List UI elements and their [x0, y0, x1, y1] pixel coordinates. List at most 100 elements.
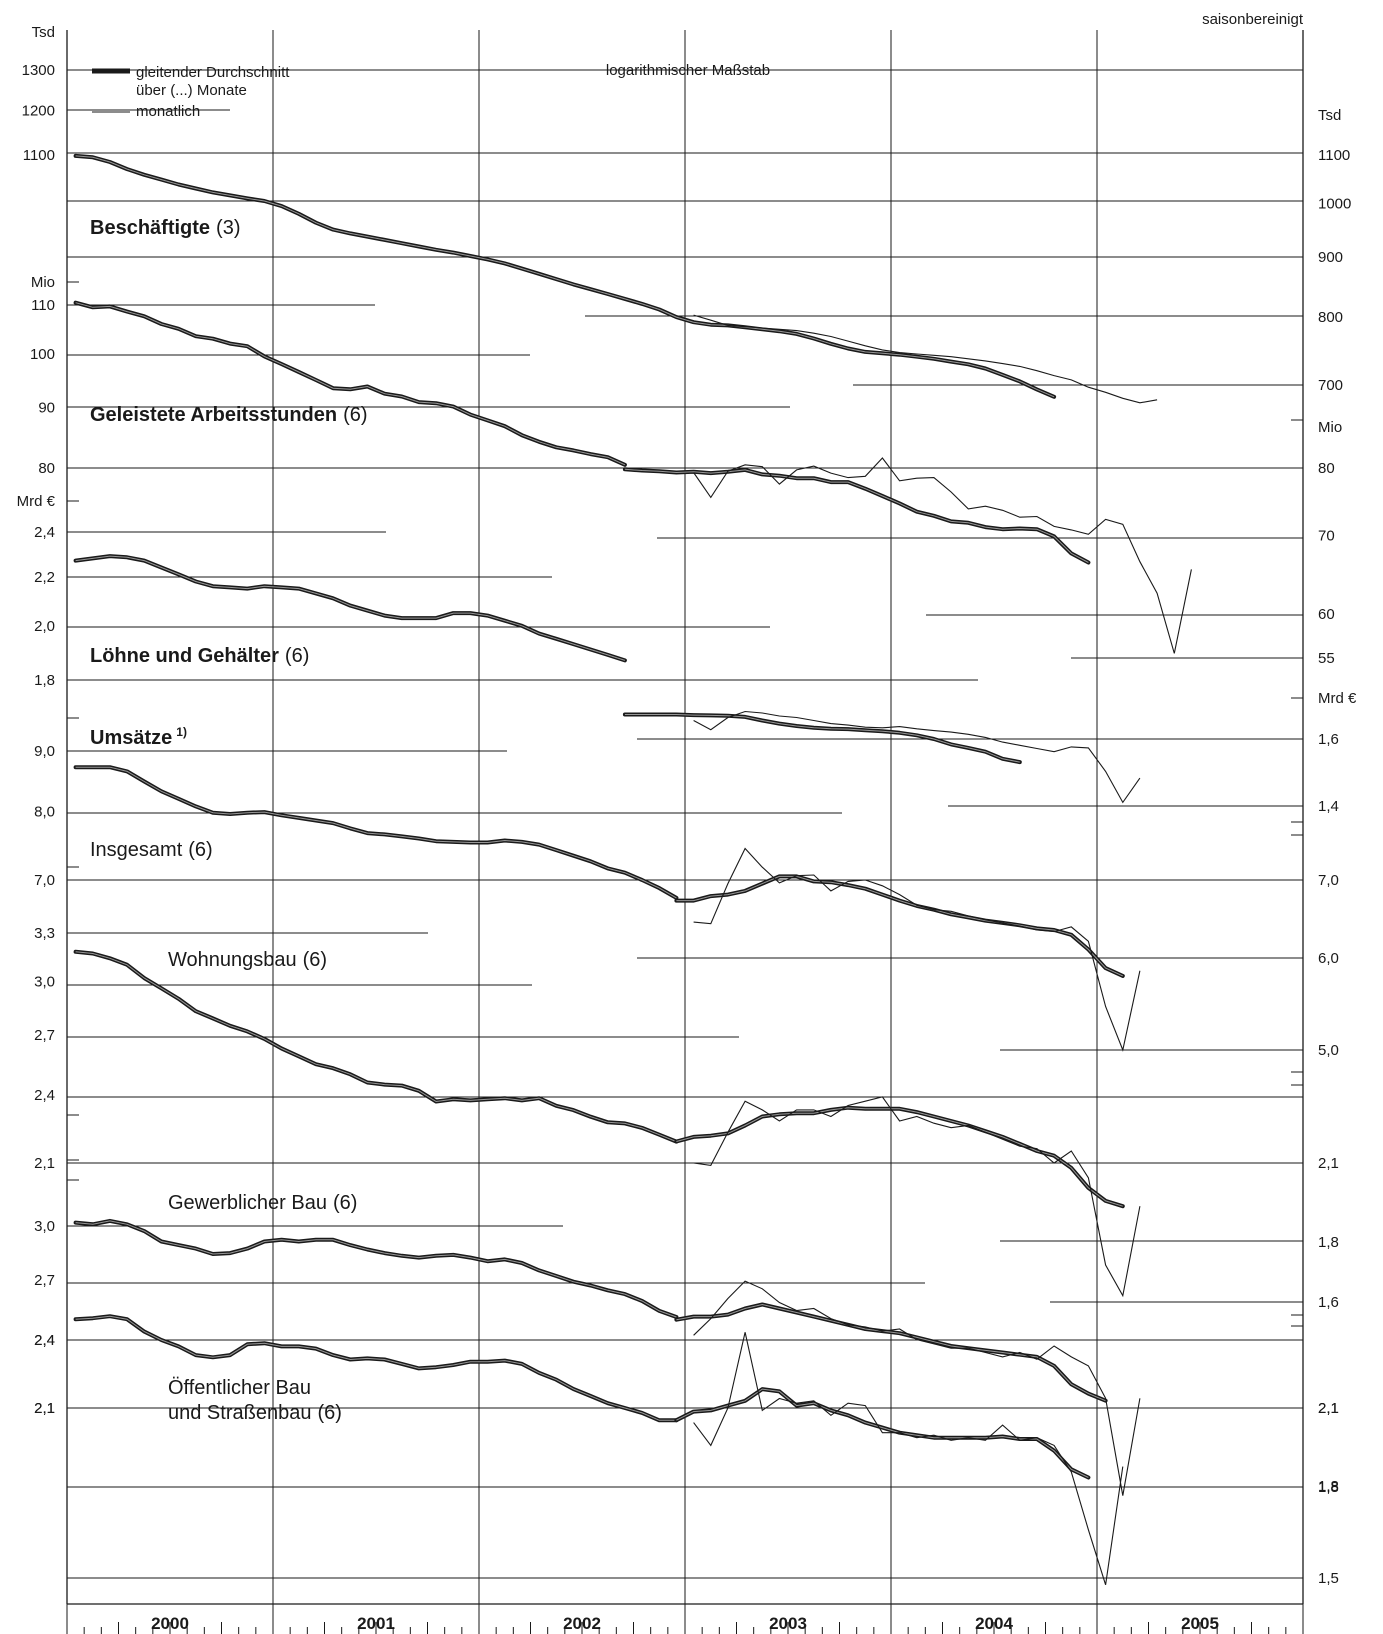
right-tick-label: 70: [1318, 528, 1335, 545]
moving-average-highlight-5: [676, 1107, 1123, 1207]
right-tick-label: 1,6: [1318, 731, 1339, 748]
unit-label: Mrd €: [17, 493, 56, 510]
series-titles: Beschäftigte (3) Geleistete Arbeitsstunde…: [90, 217, 368, 1424]
left-tick-label: 3,3: [34, 925, 55, 942]
moving-average-line-1: [622, 467, 1091, 565]
title-total: Insgesamt (6): [90, 839, 213, 861]
left-tick-label: 2,1: [34, 1155, 55, 1172]
title-commercial: Gewerblicher Bau (6): [168, 1192, 357, 1214]
title-employees: Beschäftigte (3): [90, 217, 240, 239]
unit-label: Mio: [1318, 419, 1342, 436]
title-public-2: und Straßenbau (6): [168, 1402, 342, 1424]
moving-average-line-6: [73, 1218, 679, 1319]
moving-average-line-4: [73, 765, 679, 900]
left-tick-label: 3,0: [34, 974, 55, 991]
right-tick-label: 80: [1318, 460, 1335, 477]
left-tick-label: 2,0: [34, 618, 55, 635]
right-tick-label: 700: [1318, 377, 1343, 394]
legend: gleitender Durchschnitt über (...) Monat…: [92, 64, 290, 120]
monthly-line-0: [693, 314, 1158, 404]
right-tick-label: 1,8: [1318, 1234, 1339, 1251]
data-series: [73, 153, 1192, 1585]
monthly-line-4: [693, 847, 1141, 1052]
right-tick-label: 1,8: [1318, 1478, 1339, 1495]
title-residential: Wohnungsbau (6): [168, 949, 327, 971]
left-tick-label: 2,2: [34, 569, 55, 586]
moving-average-line-7: [73, 1314, 679, 1423]
moving-average-highlight-7: [75, 1315, 677, 1421]
left-tick-label: 1100: [23, 147, 55, 164]
left-tick-label: 100: [30, 346, 55, 363]
legend-average-label-1: gleitender Durchschnitt: [136, 64, 290, 81]
monthly-line-2: [693, 710, 1141, 804]
monthly-line-1: [693, 457, 1192, 654]
left-tick-label: 3,0: [34, 1218, 55, 1235]
title-hours: Geleistete Arbeitsstunden (6): [90, 404, 368, 426]
left-tick-label: 90: [38, 400, 55, 417]
left-tick-label: 2,7: [34, 1272, 55, 1289]
moving-average-highlight-4: [75, 766, 677, 899]
moving-average-line-1: [73, 300, 627, 467]
moving-average-line-0: [73, 153, 1057, 399]
right-tick-label: 60: [1318, 606, 1335, 623]
right-tick-label: 1,8: [1318, 1479, 1339, 1496]
left-tick-label: 2,4: [34, 524, 55, 541]
unit-label: Tsd: [1318, 107, 1341, 124]
left-tick-label: 8,0: [34, 803, 55, 820]
left-tick-label: 2,4: [34, 1332, 55, 1349]
left-tick-label: 80: [38, 460, 55, 477]
x-axis: 2000 2001 2002 2003 2004 2005: [66, 1604, 1304, 1634]
right-tick-label: 1000: [1318, 196, 1351, 213]
monthly-line-6: [693, 1280, 1141, 1496]
legend-monthly-label: monatlich: [136, 103, 200, 120]
left-tick-label: 2,4: [34, 1332, 55, 1349]
right-tick-label: 2,1: [1318, 1400, 1339, 1417]
left-tick-label: 1,8: [34, 672, 55, 689]
right-tick-label: 1,6: [1318, 1294, 1339, 1311]
title-public-1: Öffentlicher Bau: [168, 1377, 311, 1399]
legend-average-label-2: über (...) Monate: [136, 82, 247, 99]
unit-label: Mio: [31, 274, 55, 291]
moving-average-highlight-6: [676, 1303, 1106, 1402]
monthly-line-7: [693, 1332, 1124, 1585]
right-tick-label: 800: [1318, 309, 1343, 326]
right-tick-label: 5,0: [1318, 1042, 1339, 1059]
moving-average-highlight-2: [75, 555, 626, 661]
moving-average-highlight-6: [75, 1220, 677, 1318]
right-tick-label: 2,1: [1318, 1155, 1339, 1172]
monthly-line-5: [693, 1096, 1141, 1298]
right-tick-label: 1,5: [1318, 1570, 1339, 1587]
left-tick-label: 1200: [22, 103, 55, 120]
right-tick-label: 1100: [1318, 147, 1350, 164]
moving-average-highlight-1: [75, 302, 626, 466]
moving-average-highlight-4: [676, 875, 1124, 977]
right-tick-label: 1,4: [1318, 798, 1339, 815]
right-tick-label: 55: [1318, 650, 1335, 667]
horizontal-reference-lines: [67, 69, 1303, 1579]
moving-average-highlight-1: [624, 468, 1089, 563]
moving-average-highlight-2: [624, 714, 1020, 763]
unit-label: Tsd: [32, 24, 55, 41]
right-tick-label: 6,0: [1318, 950, 1339, 967]
right-tick-label: 7,0: [1318, 872, 1339, 889]
title-wages: Löhne und Gehälter (6): [90, 645, 309, 667]
left-tick-label: 1300: [22, 62, 55, 79]
moving-average-highlight-5: [75, 951, 677, 1143]
left-tick-label: 2,1: [34, 1400, 55, 1417]
left-tick-label: 9,0: [34, 743, 55, 760]
title-turnover: Umsätze 1): [90, 725, 187, 749]
right-tick-label: 900: [1318, 249, 1343, 266]
left-tick-label: 7,0: [34, 872, 55, 889]
right-tick-label: 2,1: [1318, 1400, 1339, 1417]
axis-tick-labels: 1100 1200 1300 80 90 100 110 1,8 2,0 2,2 2,4 7,0 8,0…: [17, 24, 1357, 1587]
unit-label: Mrd €: [1318, 690, 1357, 707]
moving-average-highlight-0: [75, 155, 1055, 398]
left-tick-label: 2,4: [34, 1087, 55, 1104]
scale-label: logarithmischer Maßstab: [606, 62, 770, 79]
moving-average-line-5: [73, 949, 679, 1144]
left-tick-label: 2,1: [34, 1400, 55, 1417]
season-adjusted-note: saisonbereinigt: [1202, 11, 1304, 28]
moving-average-highlight-7: [676, 1388, 1089, 1478]
left-tick-label: 110: [31, 297, 55, 314]
